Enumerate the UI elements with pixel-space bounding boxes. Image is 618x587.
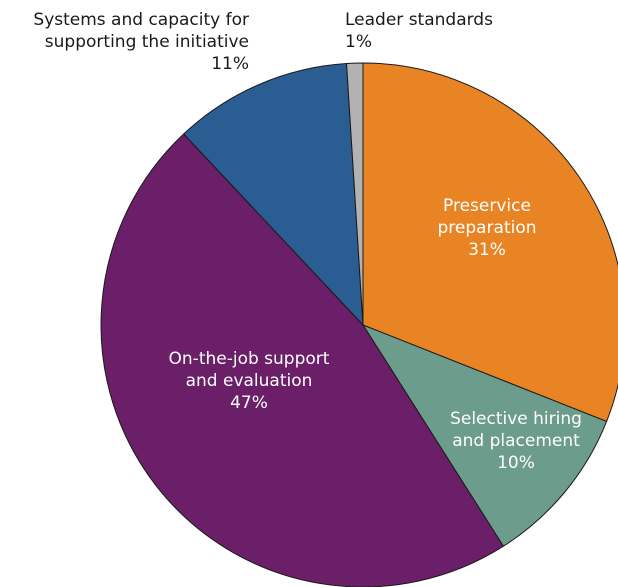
slice-label-line-2-0: On-the-job support (169, 349, 330, 369)
slice-label-4: Leader standards 1% (345, 10, 493, 52)
slice-label-line-2-1: and evaluation (186, 371, 313, 391)
pie-slice-1 (362, 324, 608, 547)
slice-label-0: Preservice preparation 31% (437, 196, 536, 260)
pie-slice-4 (346, 62, 364, 326)
pie-slices (100, 62, 618, 587)
slice-label-line-4-0: Leader standards (345, 10, 493, 30)
slice-label-3: Systems and capacity for supporting the i… (33, 10, 249, 74)
pie-slice-0 (362, 62, 618, 422)
slice-percent-4: 1% (345, 32, 372, 52)
slice-percent-3: 11% (211, 54, 249, 74)
slice-label-2: On-the-job support and evaluation 47% (169, 349, 330, 413)
slice-label-line-3-1: supporting the initiative (45, 32, 249, 52)
slice-percent-1: 10% (497, 453, 535, 473)
slice-label-line-3-0: Systems and capacity for (33, 10, 249, 30)
slice-percent-0: 31% (468, 240, 506, 260)
slice-percent-2: 47% (230, 393, 268, 413)
pie-labels: Preservice preparation 31% Selective hiring… (33, 10, 582, 473)
slice-label-line-0-1: preparation (437, 218, 536, 238)
slice-label-line-1-0: Selective hiring (450, 409, 582, 429)
slice-label-1: Selective hiring and placement 10% (450, 409, 582, 473)
slice-label-line-0-0: Preservice (443, 196, 531, 216)
pie-slice-3 (183, 63, 364, 326)
slice-label-line-1-1: and placement (452, 431, 580, 451)
pie-slice-2 (100, 133, 504, 587)
